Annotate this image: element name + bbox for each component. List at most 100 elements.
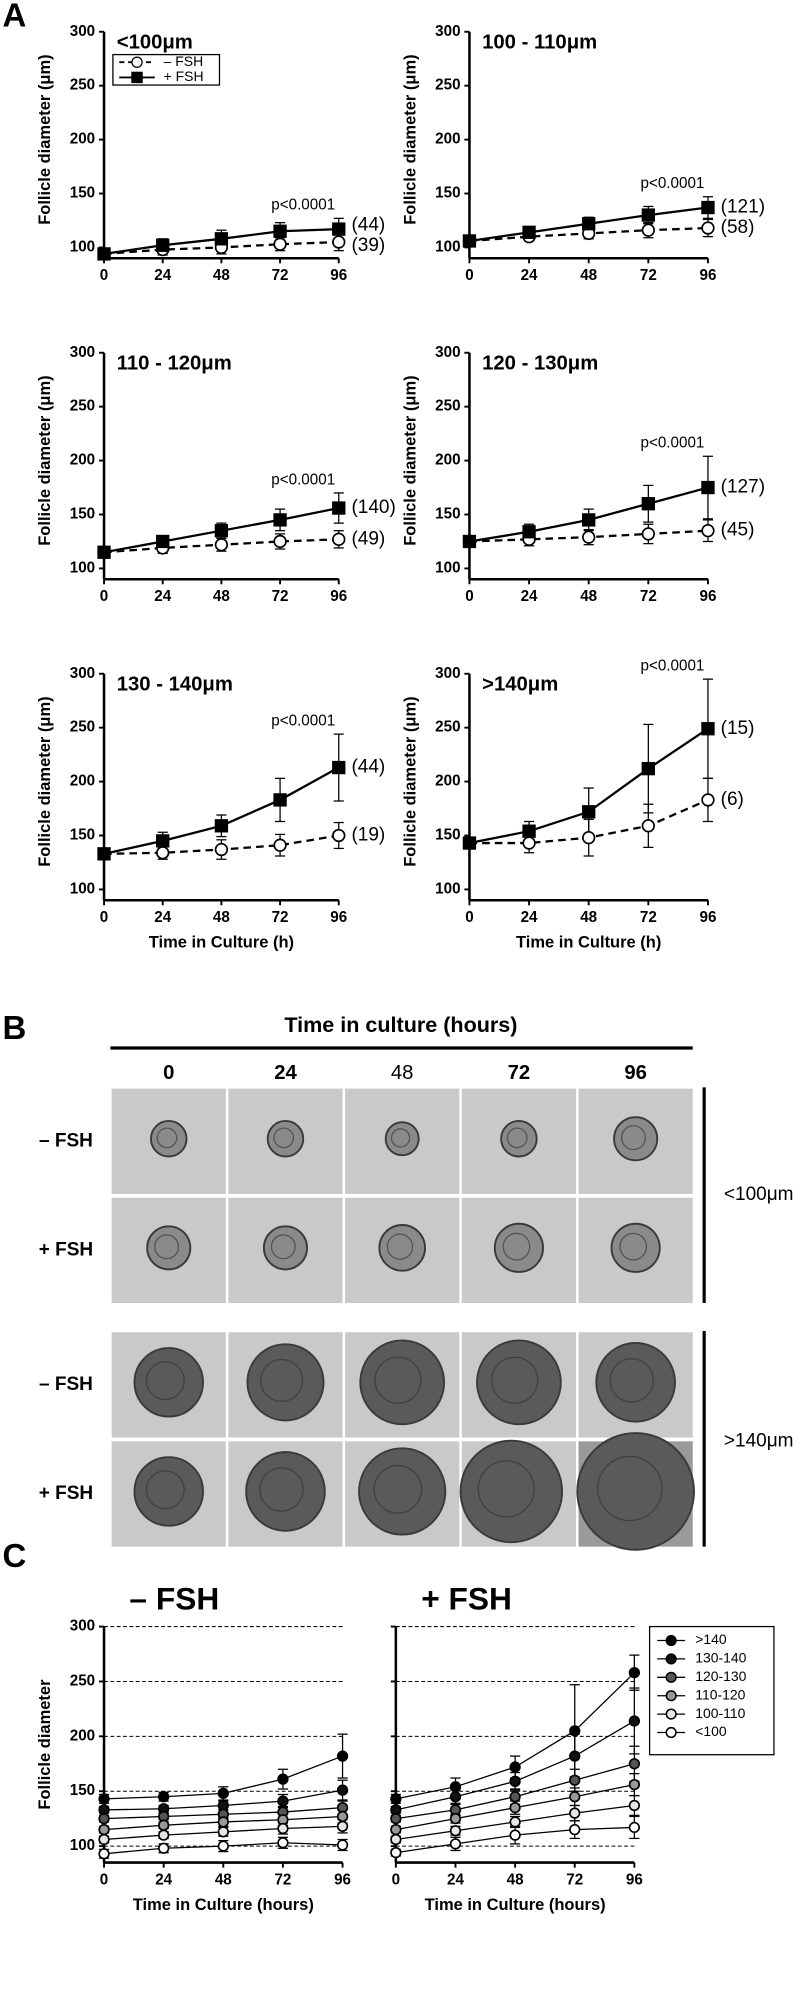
oocyte [597,1455,663,1522]
data-point [217,1840,229,1852]
x-tick-label: 96 [699,588,716,605]
x-axis-label: Time in Culture (hours) [425,1896,606,1914]
data-point [509,1761,521,1773]
data-point [449,1813,462,1825]
n-label: (15) [721,718,755,739]
data-point [98,1848,110,1860]
y-tick-label: 150 [70,1782,95,1799]
oocyte [390,1128,411,1148]
data-point [332,532,346,546]
oocyte [609,1358,654,1403]
data-point [273,838,287,852]
data-point [273,224,287,238]
chart: 100 150 200 250 300 0 24 48 72 96 >140μm Follicle d… [401,657,754,951]
x-tick-label: 48 [580,909,597,926]
data-point [390,1833,402,1846]
x-tick-label: 48 [580,267,597,284]
data-point [390,1847,402,1859]
data-point [277,1822,289,1835]
y-tick-label: 300 [70,665,95,682]
micrograph [111,1332,226,1438]
oocyte [156,1127,178,1149]
data-point [273,237,287,251]
y-axis-label: Follicle diameter (μm) [36,375,54,545]
chart-title: >140μm [482,674,558,696]
legend-marker [665,1708,677,1720]
panel-label: C [3,1537,27,1574]
data-point [336,1784,349,1796]
data-point [156,238,170,252]
data-point [449,1825,462,1837]
x-tick-label: 96 [334,1871,351,1888]
x-tick-label: 0 [100,588,108,605]
y-tick-label: 100 [435,238,460,255]
legend-marker [665,1634,677,1647]
data-point [628,1778,641,1791]
x-tick-label: 96 [699,909,716,926]
data-point [156,846,170,860]
micrograph [459,1439,577,1547]
p-value: p<0.0001 [271,712,335,729]
legend-label: 100-110 [695,1705,745,1721]
follicle [266,1120,305,1158]
legend: >140 130-140 120-130 110-120 100-110 <100 [648,1625,775,1756]
data-point [97,847,111,861]
y-tick-label: 150 [70,506,95,523]
y-tick-label: 100 [435,880,460,897]
data-point [641,527,655,541]
data-point [628,1799,641,1812]
follicle [150,1120,188,1158]
micrograph [461,1088,577,1194]
data-point [158,1829,170,1841]
x-tick-label: 24 [154,267,171,284]
data-point [449,1781,462,1793]
y-tick-label: 150 [435,185,460,202]
oocyte [154,1234,180,1260]
n-label: (127) [721,477,765,498]
data-point [277,1795,289,1807]
micrograph [228,1197,343,1304]
follicle [595,1342,676,1423]
x-tick-label: 0 [100,267,108,284]
oocyte [477,1460,535,1518]
data-point [569,1725,581,1737]
follicle [146,1225,192,1271]
data-point [628,1667,641,1679]
y-tick-label: 300 [70,1618,95,1635]
data-point [336,1810,349,1823]
oocyte [145,1470,185,1510]
data-point [214,538,229,552]
y-tick-label: 300 [435,344,460,361]
x-tick-label: 96 [330,909,347,926]
y-tick-label: 200 [435,773,460,790]
p-value: p<0.0001 [271,471,335,488]
y-tick-label: 200 [435,452,460,469]
p-value: p<0.0001 [640,435,704,452]
y-tick-label: 200 [70,773,95,790]
legend-box [112,53,221,86]
data-point [569,1807,581,1819]
follicle [576,1432,695,1551]
x-tick-label: 24 [154,588,171,605]
micrograph [576,1432,695,1551]
data-point [569,1823,581,1836]
data-point [217,1816,229,1828]
follicle [245,1451,326,1532]
x-tick-label: 72 [566,1871,583,1888]
chart-title: 120 - 130μm [482,353,598,375]
y-tick-label: 250 [70,398,95,415]
legend-marker [665,1653,677,1665]
data-point [509,1791,521,1803]
y-tick-label: 250 [435,77,460,94]
data-point [158,1791,170,1803]
group-label: <100μm [724,1184,794,1205]
y-tick-label: 250 [70,77,95,94]
legend-marker [131,71,143,84]
n-label: (44) [351,214,385,235]
follicle [500,1120,538,1158]
follicle [262,1225,308,1271]
y-tick-label: 100 [70,1837,95,1854]
data-point [156,834,170,848]
x-tick-label: 72 [272,588,289,605]
